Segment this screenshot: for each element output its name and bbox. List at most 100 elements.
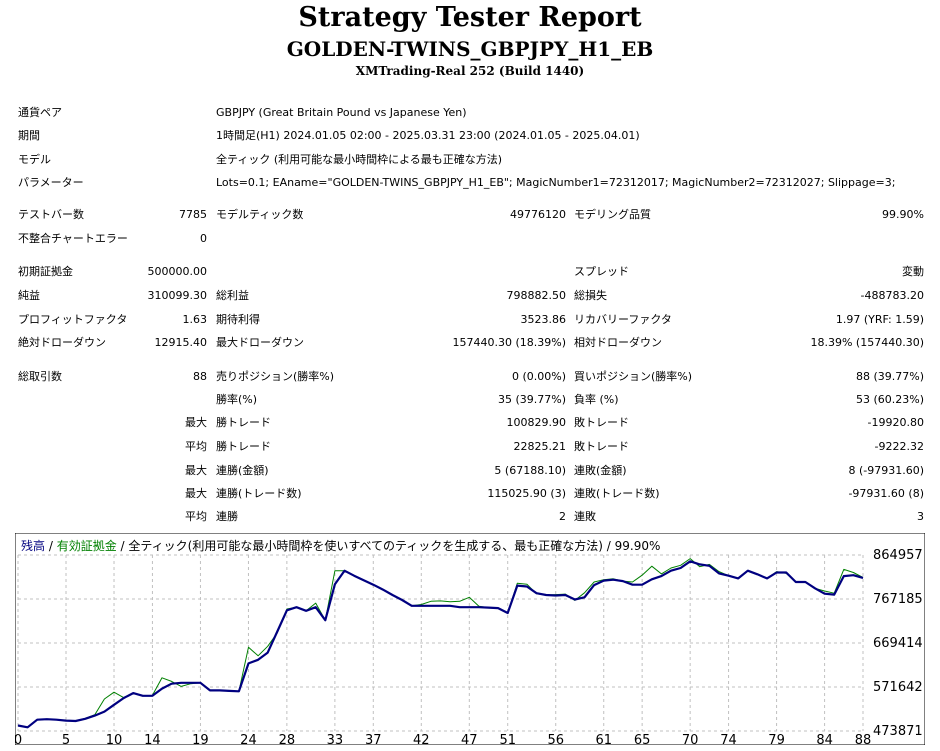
- short-positions-label: 売りポジション(勝率%): [216, 370, 335, 383]
- average-loss-label: 敗トレード: [574, 440, 629, 453]
- mismatch-label: 不整合チャートエラー: [18, 232, 128, 245]
- largest-win-label: 勝トレード: [216, 416, 271, 429]
- expected-payoff-label: 期待利得: [216, 313, 260, 326]
- x-tick-label: 65: [634, 733, 651, 745]
- absolute-drawdown-value: 12915.40: [154, 336, 208, 349]
- recovery-factor-label: リカバリーファクタ: [574, 313, 672, 326]
- period-label: 期間: [18, 129, 40, 142]
- average-loss-value: -9222.32: [874, 440, 924, 453]
- y-tick-labels: 864957 767185 669414 571642 473871: [873, 548, 923, 739]
- x-tick-label: 19: [192, 733, 209, 745]
- balance-line: [17, 560, 864, 729]
- consecutive-losses-label: 連敗(金額): [574, 464, 627, 477]
- deposit-value: 500000.00: [147, 265, 208, 278]
- largest-loss-value: -19920.80: [867, 416, 924, 429]
- average-consecutive-losses-value: 3: [917, 510, 924, 523]
- ticks-label: モデルティック数: [216, 208, 304, 221]
- average-consecutive-wins-value: 2: [559, 510, 566, 523]
- gross-loss-label: 総損失: [574, 289, 607, 302]
- pair-label: 通貨ペア: [18, 106, 62, 119]
- chart-legend: 残高 / 有効証拠金 / 全ティック(利用可能な最小時間枠を使いすべてのティック…: [21, 538, 660, 553]
- pair-value: GBPJPY (Great Britain Pound vs Japanese …: [216, 106, 467, 119]
- consecutive-wins-value: 5 (67188.10): [494, 464, 566, 477]
- average-consecutive-losses-label: 連敗: [574, 510, 596, 523]
- x-tick-label: 61: [595, 733, 612, 745]
- period-value: 1時間足(H1) 2024.01.05 02:00 - 2025.03.31 2…: [216, 129, 640, 142]
- chart-grid: [17, 554, 864, 732]
- average-prefix: 平均: [185, 440, 207, 453]
- ticks-value: 49776120: [510, 208, 566, 221]
- bars-label: テストバー数: [18, 208, 84, 221]
- x-tick-label: 14: [144, 733, 161, 745]
- average-win-value: 22825.21: [513, 440, 567, 453]
- win-rate-value: 35 (39.77%): [497, 393, 566, 406]
- loss-rate-label: 負率 (%): [574, 393, 619, 406]
- y-tick-label: 864957: [873, 548, 923, 563]
- max-consecutive-prefix: 最大: [185, 464, 207, 477]
- largest-loss-label: 敗トレード: [574, 416, 629, 429]
- spread-value: 変動: [902, 265, 924, 278]
- quality-value: 99.90%: [882, 208, 924, 221]
- long-positions-label: 買いポジション(勝率%): [574, 370, 693, 383]
- y-tick-label: 669414: [873, 636, 923, 651]
- x-tick-label: 24: [240, 733, 257, 745]
- legend-description: / 全ティック(利用可能な最小時間枠を使いすべてのティックを生成する、最も正確な…: [117, 538, 661, 553]
- chart-lines: [17, 558, 864, 729]
- equity-line: [17, 558, 864, 728]
- x-tick-label: 79: [768, 733, 785, 745]
- x-tick-label: 37: [365, 733, 382, 745]
- report-subtitle: GOLDEN-TWINS_GBPJPY_H1_EB: [286, 37, 654, 61]
- average-consecutive-wins-label: 連勝: [216, 510, 238, 523]
- consecutive-profit-value: 115025.90 (3): [487, 487, 566, 500]
- legend-separator-1: /: [45, 539, 57, 553]
- gross-loss-value: -488783.20: [860, 289, 924, 302]
- x-tick-label: 70: [682, 733, 699, 745]
- quality-label: モデリング品質: [574, 208, 651, 221]
- report-title: Strategy Tester Report: [298, 2, 642, 33]
- net-profit-value: 310099.30: [147, 289, 208, 302]
- y-tick-label: 767185: [873, 592, 923, 607]
- consecutive-loss-value: -97931.60 (8): [848, 487, 924, 500]
- legend-balance: 残高: [21, 538, 45, 553]
- parameters-label: パラメーター: [18, 176, 84, 189]
- x-tick-label: 84: [816, 733, 833, 745]
- consecutive-wins-label: 連勝(金額): [216, 464, 269, 477]
- equity-chart: 864957 767185 669414 571642 473871 0 5 10 14 19 2…: [15, 533, 925, 745]
- consecutive-loss-label: 連敗(トレード数): [574, 487, 660, 500]
- win-rate-label: 勝率(%): [216, 393, 258, 406]
- long-positions-value: 88 (39.77%): [855, 370, 924, 383]
- x-tick-label: 42: [413, 733, 430, 745]
- consecutive-losses-value: 8 (-97931.60): [848, 464, 924, 477]
- relative-drawdown-label: 相対ドローダウン: [574, 336, 662, 349]
- x-tick-label: 33: [327, 733, 344, 745]
- expected-payoff-value: 3523.86: [520, 313, 567, 326]
- maximal-drawdown-value: 157440.30 (18.39%): [452, 336, 566, 349]
- x-tick-label: 47: [461, 733, 478, 745]
- y-tick-label: 571642: [873, 680, 923, 695]
- parameters-value: Lots=0.1; EAname="GOLDEN-TWINS_GBPJPY_H1…: [216, 176, 896, 189]
- deposit-label: 初期証拠金: [18, 265, 73, 278]
- relative-drawdown-value: 18.39% (157440.30): [810, 336, 924, 349]
- largest-win-value: 100829.90: [506, 416, 567, 429]
- x-tick-label: 5: [62, 733, 70, 745]
- x-tick-label: 88: [855, 733, 872, 745]
- mismatch-value: 0: [200, 232, 207, 245]
- x-tick-labels: 0 5 10 14 19 24 28 33 37 42 47 51 56 61 65 70 74 79 84 88: [15, 733, 871, 745]
- x-tick-label: 10: [106, 733, 123, 745]
- average-win-label: 勝トレード: [216, 440, 271, 453]
- maximal-drawdown-label: 最大ドローダウン: [216, 336, 304, 349]
- profit-factor-value: 1.63: [182, 313, 208, 326]
- total-trades-value: 88: [193, 370, 207, 383]
- absolute-drawdown-label: 絶対ドローダウン: [18, 336, 106, 349]
- gross-profit-label: 総利益: [216, 289, 249, 302]
- model-label: モデル: [18, 153, 51, 166]
- average-consecutive-prefix: 平均: [185, 510, 207, 523]
- legend-equity: 有効証拠金: [57, 538, 117, 553]
- y-tick-label: 473871: [873, 724, 923, 739]
- spread-label: スプレッド: [574, 265, 629, 278]
- gross-profit-value: 798882.50: [506, 289, 567, 302]
- x-tick-label: 56: [547, 733, 564, 745]
- profit-factor-label: プロフィットファクタ: [18, 313, 128, 326]
- x-tick-label: 51: [499, 733, 516, 745]
- short-positions-value: 0 (0.00%): [511, 370, 566, 383]
